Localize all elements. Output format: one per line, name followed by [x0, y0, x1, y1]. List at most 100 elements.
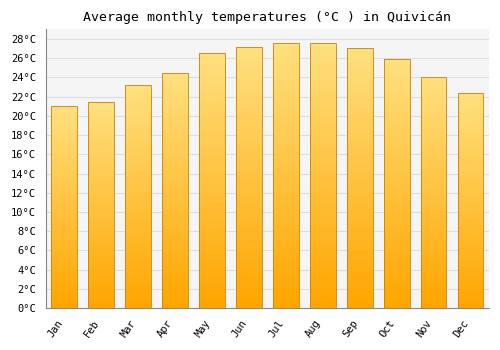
- Bar: [420, 211, 446, 212]
- Bar: [88, 259, 114, 260]
- Bar: [236, 76, 262, 77]
- Bar: [236, 180, 262, 181]
- Bar: [346, 175, 372, 177]
- Bar: [199, 208, 225, 209]
- Bar: [384, 160, 409, 161]
- Bar: [199, 168, 225, 169]
- Bar: [420, 168, 446, 169]
- Bar: [310, 234, 336, 235]
- Bar: [88, 154, 114, 155]
- Bar: [346, 131, 372, 132]
- Bar: [458, 93, 483, 308]
- Bar: [162, 233, 188, 234]
- Bar: [125, 251, 151, 252]
- Bar: [420, 219, 446, 220]
- Bar: [346, 167, 372, 169]
- Bar: [125, 289, 151, 290]
- Bar: [346, 126, 372, 127]
- Bar: [310, 91, 336, 92]
- Bar: [162, 156, 188, 158]
- Bar: [273, 60, 298, 62]
- Bar: [458, 100, 483, 101]
- Bar: [199, 240, 225, 242]
- Bar: [162, 290, 188, 292]
- Bar: [125, 196, 151, 197]
- Bar: [273, 223, 298, 225]
- Bar: [52, 222, 77, 223]
- Bar: [236, 64, 262, 65]
- Bar: [310, 162, 336, 163]
- Bar: [162, 204, 188, 206]
- Bar: [162, 128, 188, 129]
- Bar: [52, 229, 77, 230]
- Bar: [125, 267, 151, 268]
- Bar: [420, 191, 446, 192]
- Bar: [125, 153, 151, 154]
- Bar: [236, 223, 262, 224]
- Bar: [236, 71, 262, 73]
- Bar: [162, 229, 188, 230]
- Bar: [162, 223, 188, 224]
- Bar: [384, 128, 409, 129]
- Bar: [52, 206, 77, 207]
- Bar: [384, 106, 409, 108]
- Bar: [125, 305, 151, 306]
- Bar: [384, 83, 409, 84]
- Bar: [162, 86, 188, 87]
- Bar: [273, 72, 298, 74]
- Bar: [273, 80, 298, 81]
- Bar: [310, 278, 336, 279]
- Bar: [458, 155, 483, 156]
- Bar: [458, 139, 483, 140]
- Bar: [125, 271, 151, 272]
- Bar: [236, 232, 262, 233]
- Bar: [420, 199, 446, 201]
- Bar: [273, 166, 298, 168]
- Bar: [236, 151, 262, 153]
- Bar: [236, 87, 262, 89]
- Bar: [310, 280, 336, 281]
- Bar: [458, 134, 483, 135]
- Bar: [52, 150, 77, 151]
- Bar: [458, 263, 483, 264]
- Bar: [52, 158, 77, 159]
- Bar: [236, 278, 262, 279]
- Bar: [88, 260, 114, 261]
- Bar: [88, 114, 114, 115]
- Bar: [236, 262, 262, 264]
- Bar: [346, 229, 372, 230]
- Bar: [52, 272, 77, 273]
- Bar: [420, 140, 446, 141]
- Bar: [236, 140, 262, 141]
- Bar: [420, 135, 446, 137]
- Bar: [125, 189, 151, 190]
- Bar: [310, 97, 336, 99]
- Bar: [384, 110, 409, 112]
- Bar: [125, 254, 151, 256]
- Bar: [458, 186, 483, 187]
- Bar: [384, 281, 409, 282]
- Bar: [420, 124, 446, 125]
- Bar: [458, 304, 483, 305]
- Bar: [52, 299, 77, 300]
- Bar: [52, 304, 77, 305]
- Bar: [236, 210, 262, 211]
- Bar: [273, 262, 298, 263]
- Bar: [420, 175, 446, 176]
- Bar: [310, 212, 336, 214]
- Bar: [52, 147, 77, 148]
- Bar: [125, 150, 151, 151]
- Bar: [52, 172, 77, 173]
- Bar: [420, 154, 446, 155]
- Bar: [346, 101, 372, 103]
- Bar: [88, 267, 114, 268]
- Bar: [420, 128, 446, 130]
- Bar: [88, 289, 114, 290]
- Bar: [125, 191, 151, 192]
- Bar: [199, 102, 225, 103]
- Bar: [310, 165, 336, 166]
- Bar: [310, 99, 336, 100]
- Bar: [273, 126, 298, 128]
- Bar: [236, 69, 262, 70]
- Bar: [88, 220, 114, 221]
